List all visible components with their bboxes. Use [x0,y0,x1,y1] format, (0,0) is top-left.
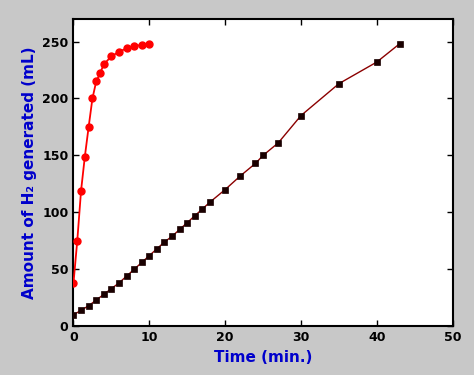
X-axis label: Time (min.): Time (min.) [214,350,312,364]
Y-axis label: Amount of H₂ generated (mL): Amount of H₂ generated (mL) [22,46,37,299]
